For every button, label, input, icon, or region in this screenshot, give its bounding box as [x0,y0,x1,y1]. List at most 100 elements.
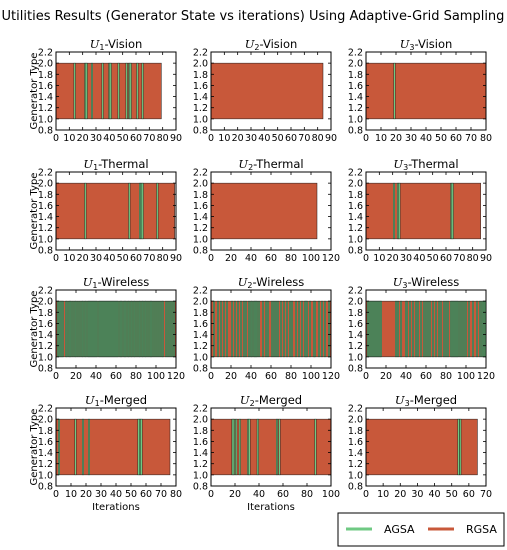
y-tick-label: 1.2 [348,459,363,470]
agsa-bar [463,300,466,358]
x-tick-label: 80 [480,133,492,144]
agsa-bar [109,62,112,120]
y-tick-label: 2.2 [348,404,363,415]
y-tick-label: 2.0 [38,59,53,70]
rgsa-bar [210,62,324,120]
x-tick-label: 0 [363,133,369,144]
y-tick-label: 1.4 [38,92,53,103]
agsa-bar [406,300,409,358]
agsa-bar [277,300,280,358]
y-tick-label: 2.0 [348,59,363,70]
agsa-bar [117,62,120,120]
agsa-bar [170,300,173,358]
x-tick-label: 10 [63,133,75,144]
agsa-bar [423,300,426,358]
axes-frame [55,51,177,131]
agsa-bar [168,300,171,358]
x-tick-label: 20 [225,253,237,264]
y-tick-label: 2.0 [348,415,363,426]
agsa-bar [265,300,268,358]
x-tick-label: 20 [80,489,92,500]
x-tick-label: 30 [411,489,423,500]
x-tick-label: 80 [440,371,452,382]
figure-title: Utilities Results (Generator State vs it… [2,9,505,24]
y-tick-label: 1.8 [193,190,208,201]
agsa-bar [140,418,143,476]
agsa-bar [432,300,435,358]
x-tick-label: 10 [65,489,77,500]
agsa-bar [78,300,81,358]
agsa-bar [256,418,259,476]
x-tick-label: 20 [390,133,402,144]
agsa-bar [415,300,418,358]
x-axis-label: Iterations [92,502,140,513]
agsa-bar [225,300,228,358]
x-tick-label: 90 [480,253,492,264]
agsa-bar [267,300,270,358]
x-tick-label: 0 [53,489,59,500]
x-tick-label: 120 [167,371,185,382]
y-tick-label: 1.0 [348,352,363,363]
y-tick-label: 1.2 [348,223,363,234]
x-tick-label: 30 [95,489,107,500]
agsa-bar [250,300,253,358]
agsa-bar [84,300,87,358]
agsa-bar [136,62,139,120]
x-tick-label: 60 [285,133,297,144]
agsa-bar [236,300,239,358]
x-tick-label: 70 [155,489,167,500]
agsa-bar [238,418,241,476]
x-tick-label: 80 [130,371,142,382]
agsa-bar [262,300,265,358]
subplot: 0.81.01.21.41.61.82.02.2 0 10 20 30 40 50 60 70 8… [29,393,182,513]
y-tick-label: 1.4 [193,448,208,459]
subplot-title: U3-Wireless [393,275,460,290]
agsa-bar [101,62,104,120]
rgsa-bar [365,182,481,240]
x-tick-label: 0 [53,371,59,382]
axes-frame [55,171,177,251]
agsa-bar [468,300,471,358]
y-tick-label: 1.8 [38,190,53,201]
agsa-bar [212,300,215,358]
y-tick-label: 1.4 [348,212,363,223]
subplot-title: U1-Wireless [83,275,150,290]
subplot-title: U2-Merged [240,393,302,408]
x-tick-label: 10 [218,133,230,144]
x-tick-label: 70 [465,133,477,144]
rgsa-bar [365,62,487,120]
agsa-bar [321,300,324,358]
agsa-bar [286,300,289,358]
agsa-bar [318,300,321,358]
y-tick-label: 0.8 [193,126,208,137]
y-tick-label: 1.6 [193,437,208,448]
x-tick-label: 80 [301,489,313,500]
agsa-bar [258,300,261,358]
agsa-bar [71,300,74,358]
x-tick-label: 60 [420,371,432,382]
y-tick-label: 1.2 [193,223,208,234]
legend-rgsa-label: RGSA [466,523,497,536]
x-tick-label: 40 [253,489,265,500]
x-tick-label: 0 [53,133,59,144]
agsa-bar [306,300,309,358]
x-tick-label: 90 [170,253,182,264]
y-tick-label: 2.2 [348,168,363,179]
subplot-title: U2-Thermal [238,157,303,172]
subplot-title: U1-Thermal [83,157,148,172]
x-tick-label: 60 [140,489,152,500]
y-tick-label: 2.2 [193,48,208,59]
y-tick-label: 0.8 [348,126,363,137]
x-tick-label: 60 [440,253,452,264]
y-axis-label: Generator Type [29,53,40,130]
y-tick-label: 1.0 [348,114,363,125]
y-tick-label: 1.2 [348,103,363,114]
y-tick-label: 2.0 [193,179,208,190]
x-tick-label: 100 [457,371,475,382]
agsa-bar [438,300,441,358]
agsa-bar [479,300,482,358]
x-tick-label: 20 [77,253,89,264]
y-tick-label: 2.2 [38,168,53,179]
y-tick-label: 1.6 [193,81,208,92]
agsa-bar [457,418,460,476]
